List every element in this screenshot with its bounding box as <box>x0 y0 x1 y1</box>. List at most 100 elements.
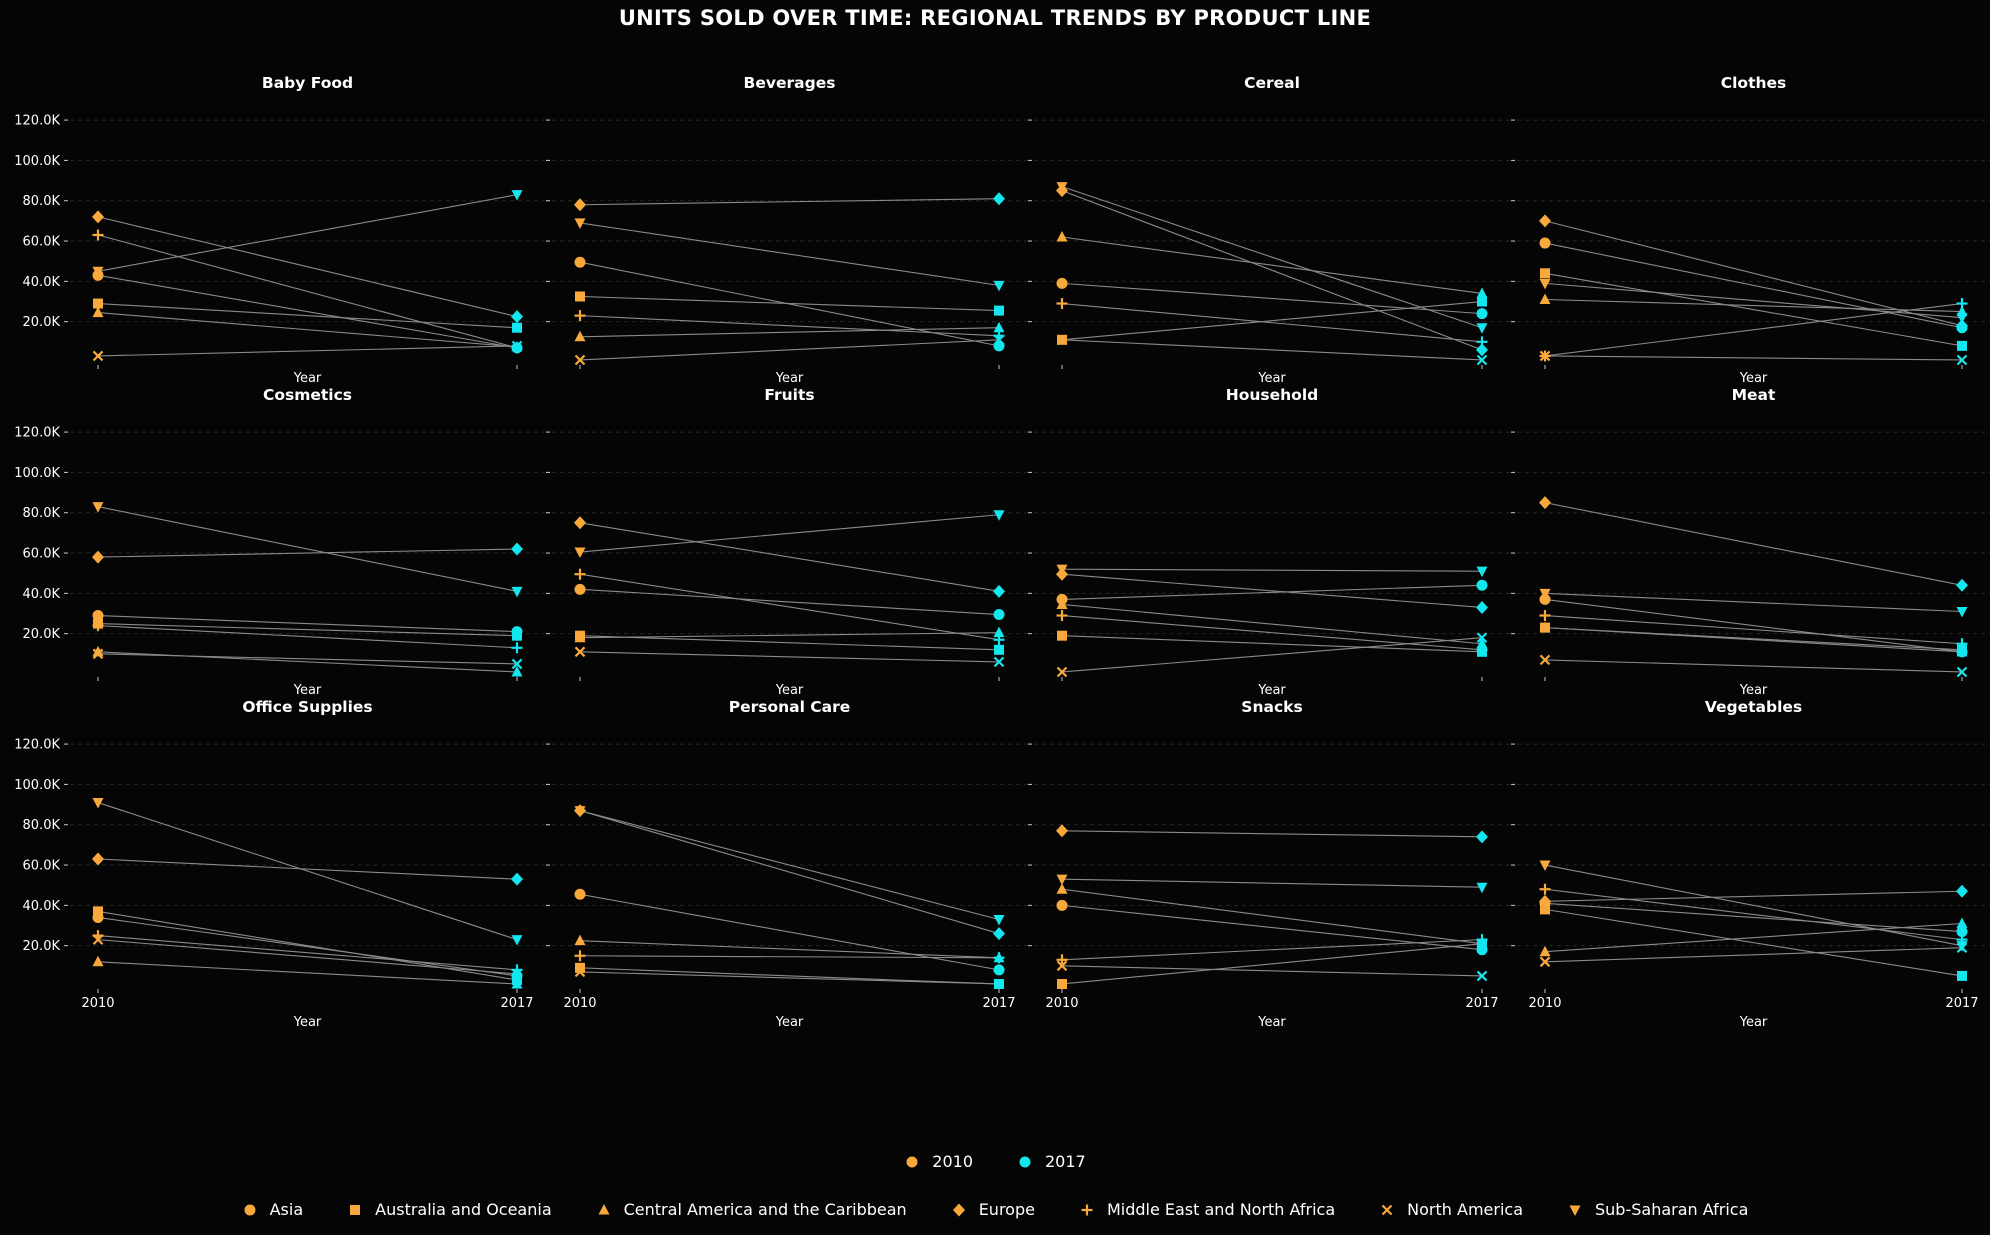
series-line <box>1061 573 1483 609</box>
panel-meat: Meat Year <box>1511 386 1990 698</box>
point-2010 <box>92 934 104 945</box>
point-2010 <box>92 210 104 224</box>
panel-title: Meat <box>1732 386 1776 404</box>
point-2017 <box>1476 308 1488 320</box>
series-line <box>1544 302 1963 357</box>
y-tick-label: 20.0K <box>23 627 61 642</box>
point-2017 <box>1956 884 1968 898</box>
y-tick-label: 60.0K <box>23 235 61 250</box>
series-line <box>1061 568 1483 572</box>
point-2017 <box>1476 566 1488 578</box>
point-2017 <box>511 642 523 654</box>
x-tick-label: 2010 <box>81 996 114 1011</box>
legend-item-region: Australia and Oceania <box>347 1200 552 1219</box>
point-2010 <box>1056 598 1068 609</box>
point-2010 <box>93 298 103 309</box>
point-2017 <box>511 968 523 980</box>
series-line <box>1061 282 1483 315</box>
series-line <box>97 506 518 592</box>
series-line <box>1061 190 1483 351</box>
x-axis-label: Year <box>775 371 804 386</box>
legend-marker-shape <box>1081 1204 1093 1215</box>
panel-vegetables: Vegetables 2010 2017 Year <box>1511 698 1990 1030</box>
series-line <box>579 955 1000 959</box>
y-tick-label: 100.0K <box>14 466 60 481</box>
point-2010 <box>1056 277 1068 289</box>
legend-label: Middle East and North Africa <box>1106 1200 1336 1219</box>
panel-title: Household <box>1226 386 1319 404</box>
legend-marker <box>1081 1204 1093 1215</box>
point-2017 <box>511 342 523 354</box>
point-2010 <box>1539 894 1551 908</box>
series-line <box>97 802 518 941</box>
point-2017 <box>993 914 1005 926</box>
point-2017 <box>1956 354 1968 366</box>
legend-marker <box>244 1204 256 1215</box>
point-2010 <box>574 934 586 946</box>
point-2017 <box>993 952 1005 964</box>
point-2017 <box>1956 319 1968 333</box>
y-tick-label: 60.0K <box>23 859 61 874</box>
chart-title: UNITS SOLD OVER TIME: REGIONAL TRENDS BY… <box>618 6 1372 30</box>
series-line <box>1544 908 1963 977</box>
y-tick-label: 120.0K <box>14 738 60 753</box>
series-line <box>1544 242 1963 329</box>
legend-item-region: Central America and the Caribbean <box>596 1200 907 1219</box>
region-legend: Asia Australia and Oceania Central America… <box>0 1200 1990 1219</box>
x-axis-label: Year <box>1257 1015 1286 1030</box>
point-2010 <box>1539 214 1551 228</box>
y-tick-label: 40.0K <box>23 587 61 602</box>
point-2010 <box>1056 231 1068 242</box>
point-2017 <box>993 927 1005 941</box>
point-2010 <box>1539 883 1551 895</box>
x-axis-label: Year <box>293 1015 322 1030</box>
series-line <box>97 312 518 348</box>
series-line <box>97 216 518 318</box>
panel-title: Fruits <box>764 386 814 404</box>
series-line <box>1544 947 1963 963</box>
panel-title: Snacks <box>1241 698 1302 716</box>
point-2017 <box>1956 607 1968 618</box>
series-line <box>1061 637 1483 673</box>
series-line <box>579 295 1000 312</box>
point-2017 <box>1956 638 1968 650</box>
point-2017 <box>1476 882 1488 894</box>
point-2017 <box>994 644 1004 655</box>
point-2017 <box>1476 600 1488 614</box>
y-tick-label: 100.0K <box>14 778 60 793</box>
point-2010 <box>1539 610 1551 622</box>
point-2010 <box>1056 610 1068 622</box>
series-line <box>1061 603 1483 645</box>
legend-item-region: North America <box>1379 1200 1523 1219</box>
legend-label: Sub-Saharan Africa <box>1595 1200 1749 1219</box>
series-line <box>97 625 518 649</box>
point-2017 <box>1956 298 1968 310</box>
year-legend: 2010 2017 <box>0 1152 1990 1171</box>
series-line <box>97 274 518 349</box>
point-2010 <box>574 806 586 817</box>
point-2010 <box>574 583 586 595</box>
point-2017 <box>993 978 1005 990</box>
legend-label: Europe <box>978 1200 1035 1219</box>
point-2010 <box>92 955 104 967</box>
point-2010 <box>574 547 586 559</box>
point-2017 <box>993 656 1005 668</box>
legend-marker-shape <box>1019 1156 1031 1167</box>
point-2010 <box>574 631 586 643</box>
point-2010 <box>1539 237 1551 249</box>
y-tick-label: 80.0K <box>23 818 61 833</box>
x-tick-label: 2010 <box>1528 996 1561 1011</box>
legend-item-region: Asia <box>242 1200 303 1219</box>
point-2010 <box>1539 654 1551 666</box>
point-2010 <box>1539 860 1551 872</box>
series-line <box>97 302 518 329</box>
legend-marker-shape <box>1569 1205 1581 1216</box>
point-2017 <box>993 609 1005 621</box>
point-2017 <box>511 586 523 598</box>
series-line <box>1544 298 1963 313</box>
x-tick-label: 2010 <box>1045 996 1078 1011</box>
series-line <box>579 651 1000 663</box>
point-2010 <box>92 502 104 513</box>
panel-personal-care: Personal Care 2010 2017 Year <box>546 698 1027 1030</box>
